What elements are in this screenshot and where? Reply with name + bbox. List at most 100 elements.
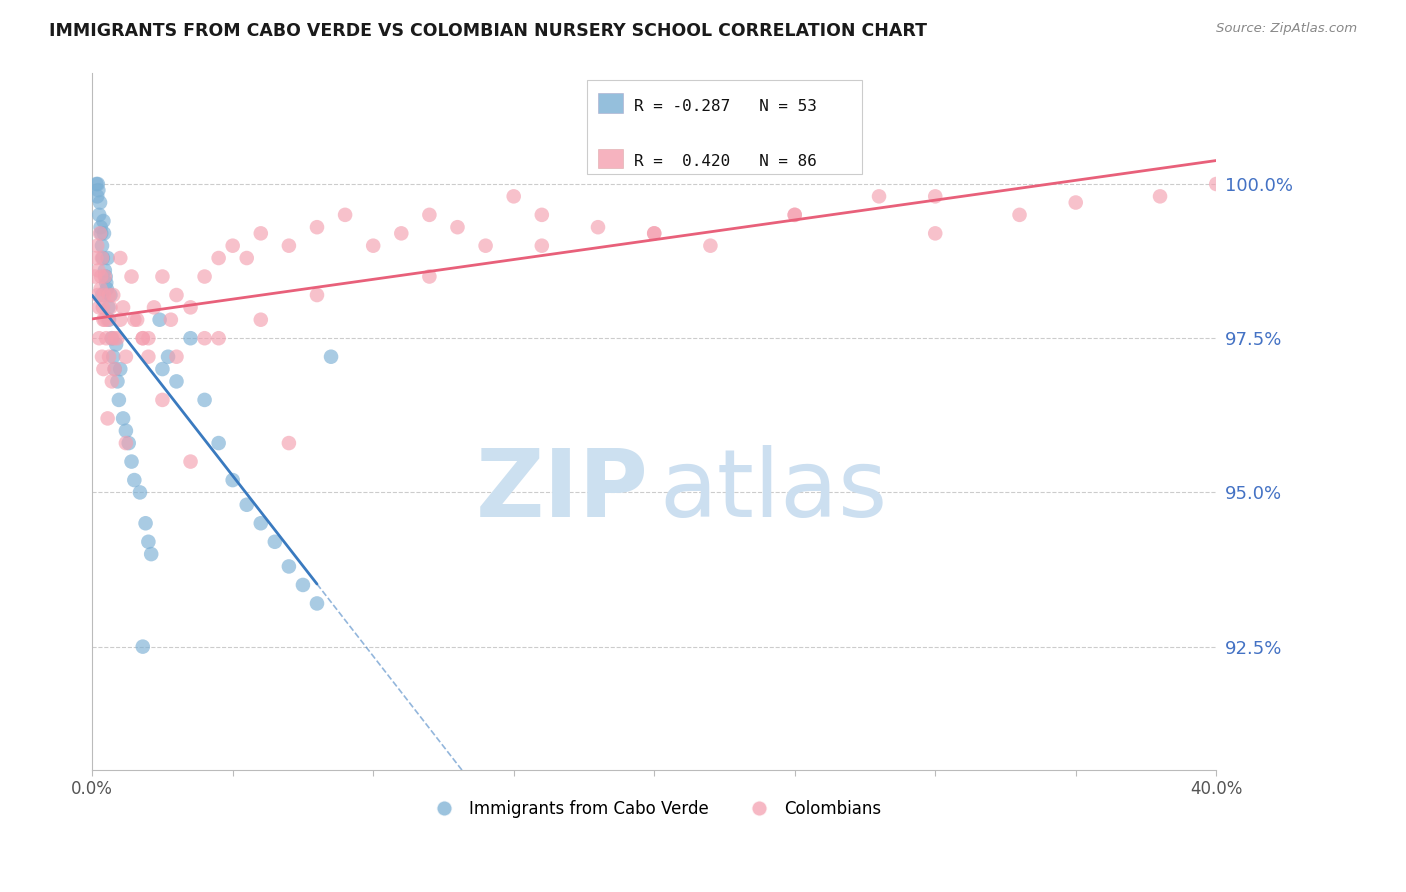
Point (221, 238, 243, 252)
Point (127, 312, 149, 326)
Point (87, 288, 110, 302)
Point (90, 220, 112, 235)
FancyBboxPatch shape (598, 94, 623, 113)
Point (121, 269, 143, 284)
Point (93, 227, 115, 241)
Point (103, 350, 125, 364)
Point (132, 331, 155, 345)
Point (90, 227, 112, 241)
Point (115, 424, 138, 438)
Point (699, 238, 721, 252)
Point (104, 331, 127, 345)
Point (103, 288, 125, 302)
Point (97, 411, 120, 425)
Text: IMMIGRANTS FROM CABO VERDE VS COLOMBIAN NURSERY SCHOOL CORRELATION CHART: IMMIGRANTS FROM CABO VERDE VS COLOMBIAN … (49, 22, 927, 40)
Point (1205, 177, 1227, 191)
Text: R = -0.287   N = 53: R = -0.287 N = 53 (634, 99, 817, 114)
Point (108, 392, 131, 407)
Point (418, 208, 440, 222)
Point (235, 498, 257, 512)
Point (783, 208, 806, 222)
Text: R =  0.420   N = 86: R = 0.420 N = 86 (634, 154, 817, 169)
Point (110, 362, 132, 376)
Point (160, 312, 183, 326)
Point (132, 331, 155, 345)
Point (98, 350, 121, 364)
Point (474, 238, 496, 252)
Point (104, 362, 127, 376)
Point (502, 189, 524, 203)
Point (97, 301, 120, 315)
Point (112, 411, 135, 425)
Point (152, 392, 174, 407)
Point (446, 220, 468, 235)
Point (152, 269, 174, 284)
Point (89, 195, 111, 210)
Point (305, 288, 328, 302)
Point (86, 251, 108, 265)
Point (118, 436, 141, 450)
Point (194, 392, 217, 407)
Point (86, 189, 108, 203)
Point (138, 534, 160, 549)
Point (96, 331, 118, 345)
Point (91, 350, 114, 364)
Point (87, 177, 110, 191)
Point (235, 251, 257, 265)
Text: atlas: atlas (659, 445, 889, 537)
Point (783, 208, 806, 222)
Point (333, 208, 356, 222)
Point (110, 312, 132, 326)
Point (91, 288, 114, 302)
Point (1064, 195, 1087, 210)
Point (389, 227, 412, 241)
Point (112, 301, 135, 315)
Point (924, 227, 946, 241)
Point (194, 269, 217, 284)
Point (94, 269, 117, 284)
Point (530, 208, 553, 222)
Point (87, 263, 110, 277)
Point (586, 220, 609, 235)
Point (263, 534, 285, 549)
Point (208, 331, 231, 345)
Point (96, 276, 118, 290)
Point (305, 597, 328, 611)
Point (1149, 189, 1171, 203)
Point (93, 362, 115, 376)
Point (208, 436, 231, 450)
Point (97, 312, 120, 326)
Point (124, 473, 146, 487)
Point (291, 578, 314, 592)
Point (91, 251, 114, 265)
Point (86, 177, 108, 191)
Point (101, 375, 124, 389)
Point (89, 227, 111, 241)
Point (180, 331, 202, 345)
Point (152, 362, 174, 376)
Point (96, 282, 118, 296)
Point (1008, 208, 1031, 222)
Point (124, 312, 146, 326)
Point (530, 238, 553, 252)
Point (94, 263, 117, 277)
Point (101, 331, 124, 345)
Point (643, 227, 665, 241)
Point (93, 288, 115, 302)
Point (98, 312, 121, 326)
Point (87, 183, 110, 197)
Point (418, 269, 440, 284)
Text: Source: ZipAtlas.com: Source: ZipAtlas.com (1216, 22, 1357, 36)
Point (93, 312, 115, 326)
Point (305, 220, 328, 235)
Point (107, 331, 129, 345)
Text: ZIP: ZIP (475, 445, 648, 537)
Point (100, 288, 122, 302)
Point (94, 269, 117, 284)
Point (90, 269, 112, 284)
Point (149, 312, 172, 326)
Point (361, 238, 384, 252)
Point (110, 251, 132, 265)
Point (100, 301, 122, 315)
Point (104, 362, 127, 376)
